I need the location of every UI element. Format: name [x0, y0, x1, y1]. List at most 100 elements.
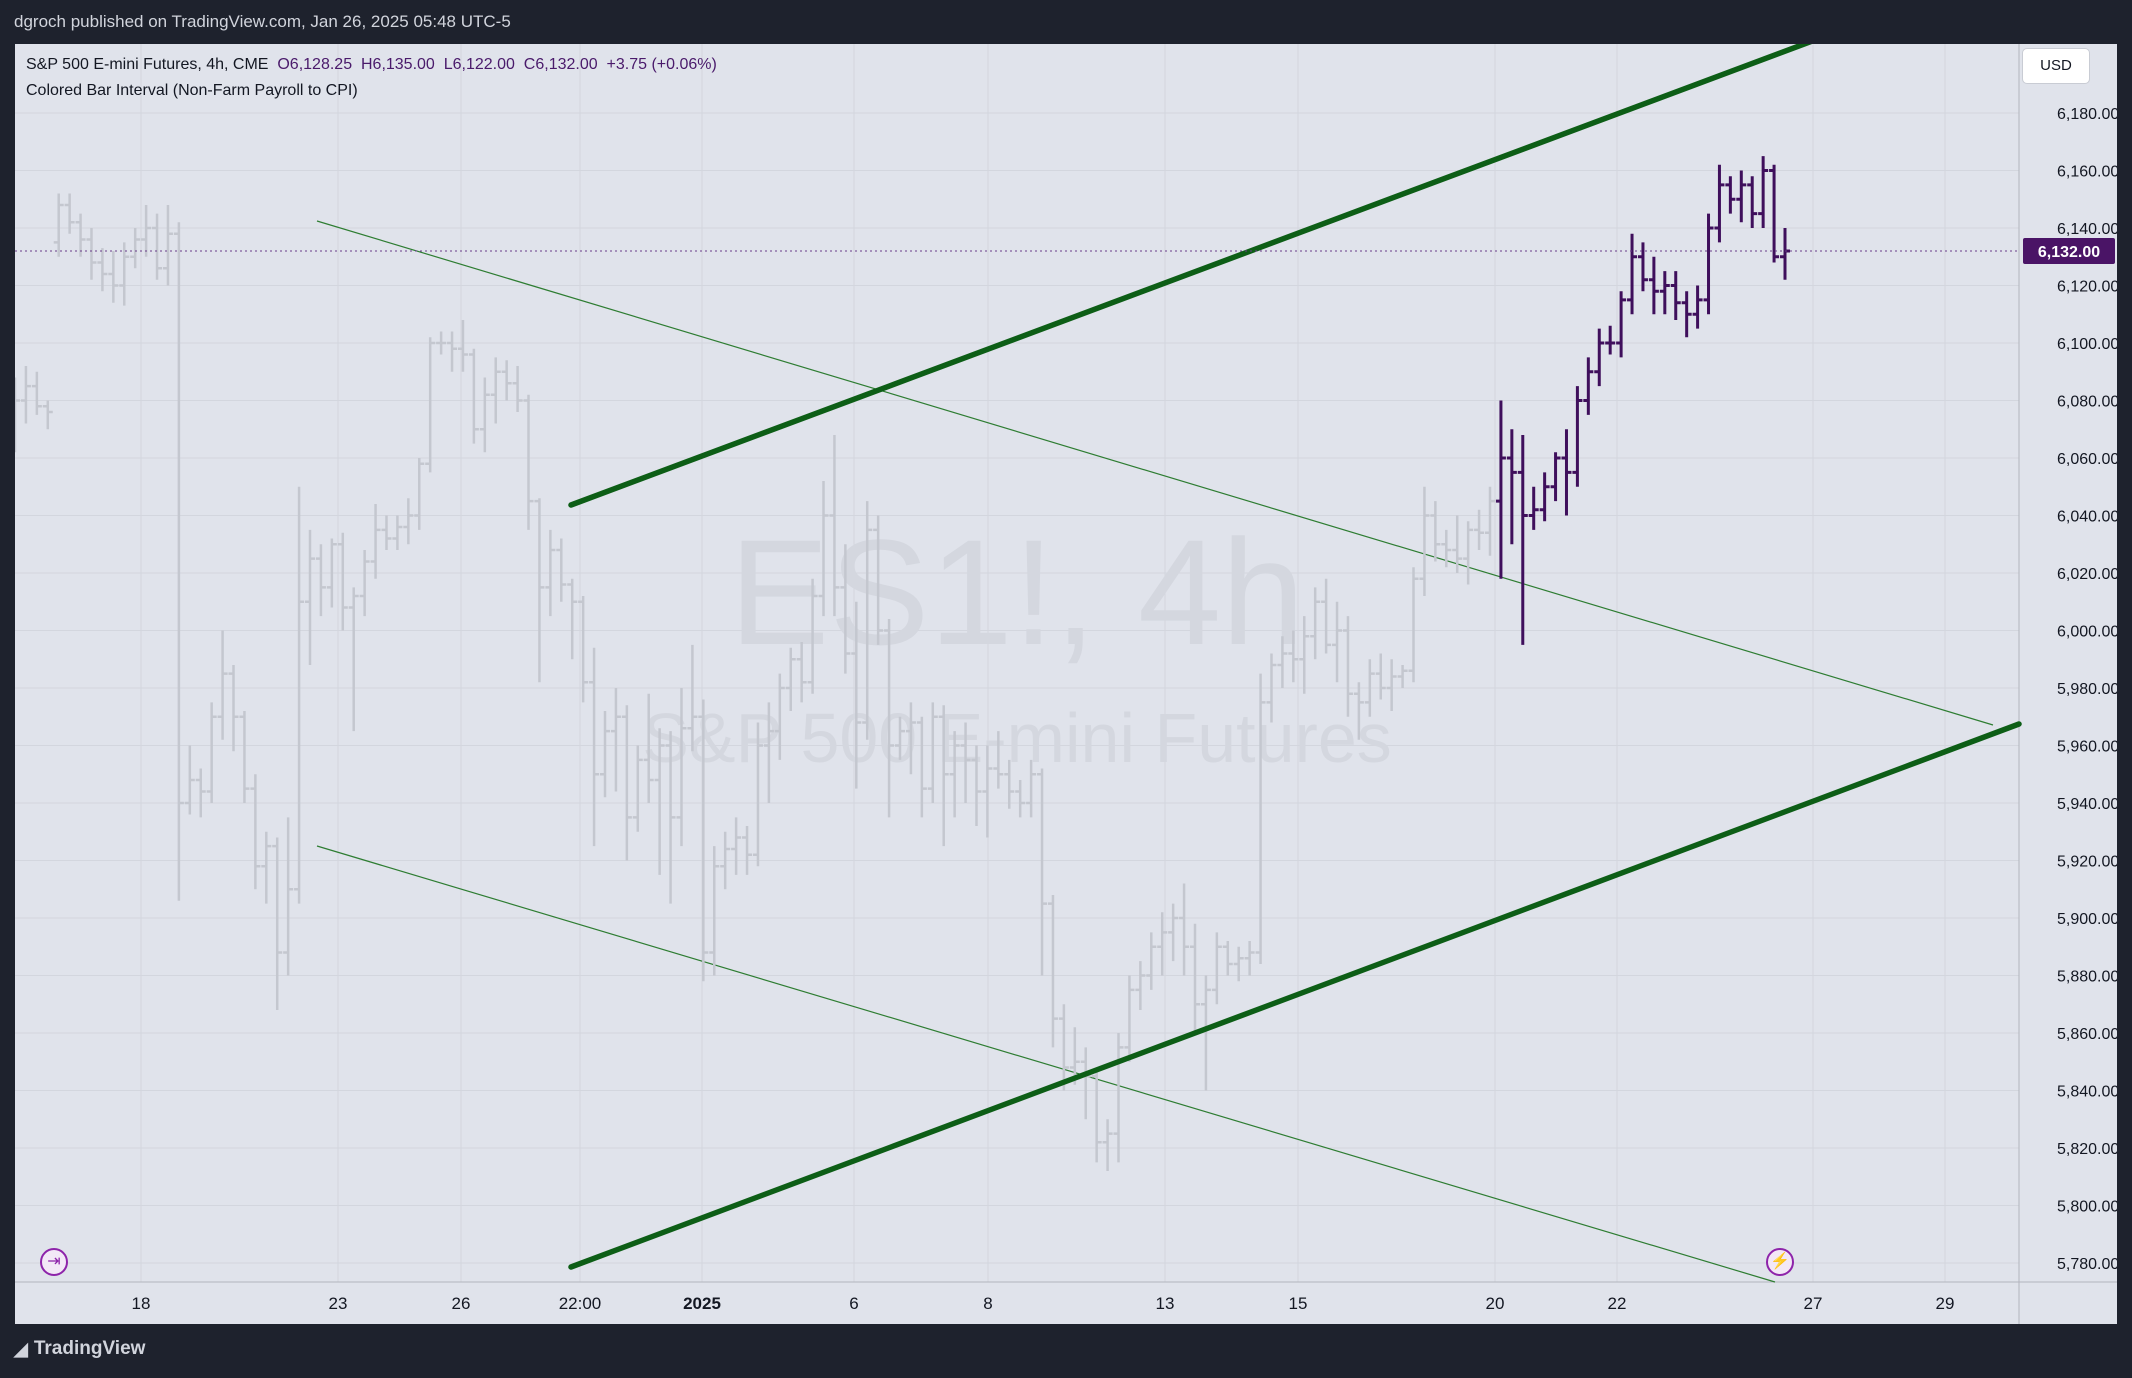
ohlc-bar	[960, 722, 971, 803]
ohlc-bar	[326, 538, 337, 608]
ohlc-bar	[1725, 176, 1736, 214]
legend-low: L6,122.00	[443, 56, 515, 73]
y-tick-label: 6,040.00	[2057, 509, 2117, 526]
ohlc-bar	[1474, 509, 1485, 550]
y-tick-label: 6,120.00	[2057, 279, 2117, 296]
ohlc-bar	[359, 550, 370, 617]
ohlc-bar	[1747, 176, 1758, 228]
lower-channel-trendline[interactable]	[568, 721, 2022, 1270]
x-tick-label: 15	[1289, 1294, 1308, 1313]
ohlc-bar	[774, 673, 785, 760]
go-to-realtime-icon[interactable]: ⇥	[40, 1248, 68, 1276]
x-tick-label: 22	[1608, 1294, 1627, 1313]
currency-button[interactable]: USD	[2022, 48, 2090, 84]
ohlc-bar	[206, 702, 217, 803]
descending-upper-trendline[interactable]	[316, 220, 1994, 726]
ohlc-bar	[381, 515, 392, 550]
ohlc-bar	[1703, 213, 1714, 315]
legend-change: +3.75 (+0.06%)	[606, 56, 717, 73]
ohlc-bar	[687, 644, 698, 752]
ohlc-bar	[1015, 780, 1026, 818]
published-header: dgroch published on TradingView.com, Jan…	[14, 12, 511, 31]
ohlc-bar	[982, 745, 993, 838]
ohlc-bar	[785, 647, 796, 711]
ohlc-bar	[1550, 452, 1561, 502]
ohlc-bar	[20, 366, 31, 424]
ohlc-bar	[1681, 291, 1692, 338]
ohlc-bar	[1506, 429, 1517, 545]
y-tick-label: 6,060.00	[2057, 451, 2117, 468]
ohlc-bar	[1594, 328, 1605, 387]
ohlc-bar	[1255, 673, 1266, 964]
ohlc-bar	[1277, 636, 1288, 688]
ohlc-bar	[1080, 1047, 1091, 1120]
ohlc-bar	[1179, 883, 1190, 976]
ohlc-bar	[479, 377, 490, 453]
tradingview-logo[interactable]: ◢ TradingView	[14, 1338, 145, 1360]
ohlc-bar	[1310, 587, 1321, 660]
ohlc-bar	[490, 357, 501, 424]
ohlc-bar	[1266, 653, 1277, 723]
ohlc-bar	[1528, 486, 1539, 530]
ohlc-bar	[1769, 164, 1780, 263]
y-tick-label: 6,020.00	[2057, 566, 2117, 583]
ohlc-bar	[993, 731, 1004, 789]
ohlc-bar	[1616, 291, 1627, 358]
ohlc-bar	[763, 702, 774, 803]
ohlc-bar	[162, 205, 173, 286]
ohlc-bar	[1714, 164, 1725, 243]
ohlc-bar	[589, 647, 600, 847]
ohlc-bar	[75, 213, 86, 257]
ohlc-bar	[1430, 501, 1441, 562]
ohlc-bar	[1397, 665, 1408, 688]
ohlc-bar	[1408, 567, 1419, 683]
ohlc-bar	[457, 320, 468, 372]
ohlc-bar	[1004, 759, 1015, 809]
ohlc-bar	[578, 596, 589, 703]
ohlc-bar	[152, 213, 163, 280]
chart-area[interactable]: 6,180.00 6,160.00 6,140.00 6,120.00 6,100.00…	[15, 44, 2117, 1324]
ohlc-bar	[1463, 521, 1474, 585]
y-tick-label: 6,100.00	[2057, 336, 2117, 353]
chart-legend: S&P 500 E-mini Futures, 4h, CME O6,128.2…	[26, 52, 717, 104]
ohlc-bar	[905, 702, 916, 775]
ohlc-bar	[632, 745, 643, 832]
ohlc-bar	[556, 538, 567, 602]
lightning-icon[interactable]: ⚡	[1766, 1248, 1794, 1276]
ohlc-bar	[15, 377, 20, 453]
y-tick-label: 5,880.00	[2057, 969, 2117, 986]
ohlc-bar	[1517, 435, 1528, 645]
ohlc-bar	[851, 601, 862, 789]
ohlc-bar	[392, 515, 403, 550]
ohlc-bar	[949, 731, 960, 818]
ohlc-bar	[916, 716, 927, 818]
footer-bar	[0, 1324, 2132, 1378]
ohlc-bar	[523, 394, 534, 530]
ohlc-bar	[654, 728, 665, 875]
ohlc-bar	[1364, 659, 1375, 717]
ohlc-bar	[1233, 946, 1244, 982]
y-tick-label: 6,160.00	[2057, 164, 2117, 181]
ohlc-bar	[425, 337, 436, 473]
ohlc-bar	[195, 768, 206, 818]
y-tick-label: 5,860.00	[2057, 1026, 2117, 1043]
ohlc-bar	[1353, 682, 1364, 740]
ohlc-bar	[1419, 486, 1430, 596]
upper-channel-trendline[interactable]	[568, 44, 1815, 508]
ohlc-bar	[873, 515, 884, 645]
descending-lower-trendline[interactable]	[316, 845, 1776, 1283]
ohlc-bar	[1321, 578, 1332, 654]
y-tick-label: 6,080.00	[2057, 394, 2117, 411]
ohlc-bar	[1332, 601, 1343, 683]
chart-svg: 6,180.00 6,160.00 6,140.00 6,120.00 6,100.00…	[15, 44, 2117, 1324]
ohlc-bar	[534, 498, 545, 683]
y-tick-label: 5,900.00	[2057, 911, 2117, 928]
legend-symbol: S&P 500 E-mini Futures, 4h, CME	[26, 56, 269, 73]
x-tick-label: 23	[329, 1294, 348, 1313]
ohlc-bar	[294, 486, 305, 904]
ohlc-bar	[895, 716, 905, 760]
ohlc-bar	[217, 630, 228, 740]
ohlc-bar	[512, 366, 523, 412]
legend-indicator: Colored Bar Interval (Non-Farm Payroll t…	[26, 82, 358, 99]
ohlc-bar	[829, 435, 840, 617]
